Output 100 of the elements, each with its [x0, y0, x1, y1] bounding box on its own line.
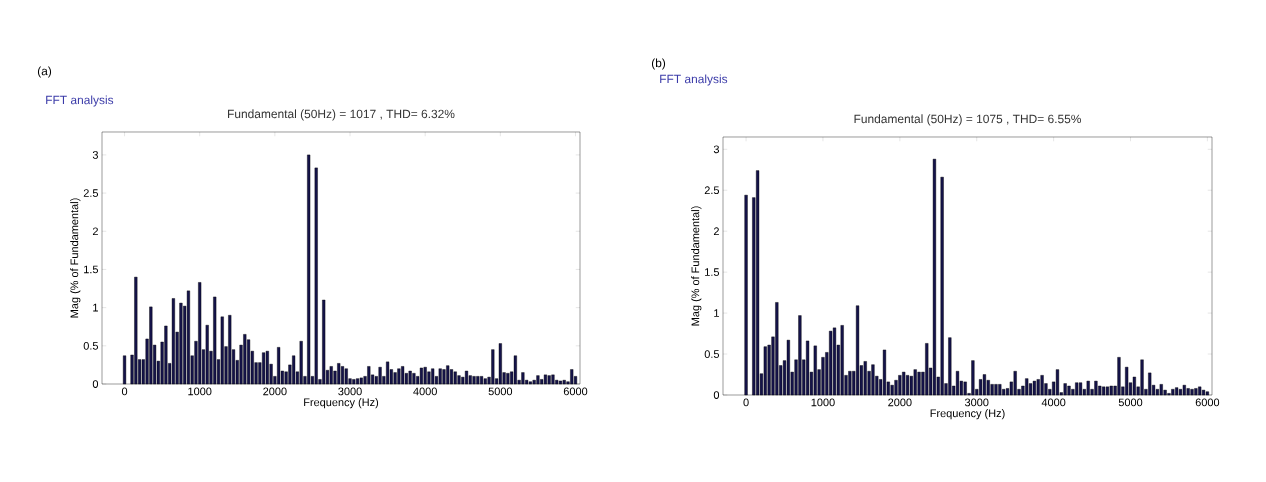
bar — [186, 290, 190, 385]
bar — [917, 371, 921, 396]
bar — [344, 368, 348, 385]
bar — [164, 325, 168, 385]
bar — [1105, 386, 1110, 396]
bar — [506, 373, 510, 385]
bar — [971, 360, 975, 396]
bar — [1175, 387, 1179, 396]
bar — [322, 299, 326, 385]
bar — [419, 367, 423, 385]
bar — [1194, 388, 1198, 396]
bar — [314, 167, 318, 385]
bar — [299, 341, 303, 385]
bar — [982, 374, 987, 396]
bar — [1190, 389, 1194, 396]
bar — [408, 370, 412, 385]
bar — [292, 355, 296, 385]
bar — [378, 367, 382, 385]
bar — [932, 158, 937, 396]
bar — [521, 372, 525, 385]
bar — [1086, 380, 1090, 396]
x-tick-label: 6000 — [563, 387, 588, 396]
bar — [1036, 379, 1040, 396]
bar — [855, 305, 860, 396]
bar — [340, 366, 345, 385]
bar — [228, 315, 232, 385]
x-tick-label: 2000 — [888, 398, 912, 407]
x-tick-label: 3000 — [964, 398, 989, 407]
bar — [1182, 384, 1186, 396]
bar — [1159, 384, 1163, 396]
bar — [1198, 386, 1202, 396]
bar — [786, 339, 790, 396]
bar — [840, 325, 844, 396]
bar — [498, 343, 502, 385]
y-tick-label: 1.5 — [705, 268, 720, 276]
y-tick-label: 3 — [713, 145, 719, 154]
bar — [547, 375, 551, 385]
bar — [149, 306, 153, 385]
bar — [352, 379, 356, 385]
bar — [813, 345, 817, 396]
y-tick-label: 2 — [713, 227, 719, 236]
text: FFT analysis — [660, 74, 728, 86]
y-tick-label: 2.5 — [83, 189, 99, 197]
y-tick-label: 2.5 — [704, 186, 720, 195]
bar — [543, 374, 547, 385]
y-axis-title: Mag (% of Fundamental) — [70, 198, 81, 318]
chart-title: Fundamental (50Hz) = 1017 , THD= 6.32% — [228, 109, 455, 121]
bar — [1055, 369, 1060, 396]
chart-title: Fundamental (50Hz) = 1075 , THD= 6.55% — [854, 114, 1082, 126]
bar — [171, 298, 175, 385]
bar — [775, 302, 779, 396]
x-tick-label: 5000 — [1118, 398, 1143, 407]
bar — [412, 373, 416, 385]
bar — [551, 374, 555, 385]
bar — [756, 170, 760, 396]
bar — [1178, 389, 1183, 396]
bar — [902, 371, 906, 396]
bar — [1067, 385, 1071, 396]
bar — [453, 371, 457, 385]
text: (a) — [37, 66, 52, 78]
bar — [990, 384, 994, 396]
bar — [1132, 376, 1136, 396]
bar — [1186, 388, 1190, 396]
bar — [994, 384, 998, 396]
y-tick-label: 1 — [93, 303, 98, 312]
x-axis-title: Frequency (Hz) — [930, 409, 1005, 420]
bar — [329, 366, 333, 385]
bar — [998, 384, 1002, 396]
y-tick-label: 1.5 — [84, 265, 99, 274]
x-tick-label: 6000 — [1195, 398, 1220, 407]
bar — [198, 282, 202, 385]
x-tick-label: 4000 — [413, 387, 437, 396]
bar — [832, 327, 837, 396]
bar — [1125, 366, 1129, 396]
bar — [476, 376, 480, 385]
bar — [558, 380, 563, 385]
bar — [905, 375, 910, 396]
bar — [871, 364, 875, 396]
y-tick-label: 3 — [92, 151, 98, 159]
bar — [457, 375, 461, 385]
bar — [243, 334, 247, 385]
bar — [1148, 372, 1152, 396]
y-axis-title: Mag (% of Fundamental) — [691, 206, 702, 326]
bar — [882, 349, 887, 396]
x-tick-label: 1000 — [188, 387, 212, 396]
bar — [1117, 357, 1121, 396]
y-tick-label: 2 — [92, 227, 98, 236]
bar — [1094, 380, 1098, 396]
y-tick-label: 0.5 — [83, 341, 99, 350]
bar — [890, 384, 894, 396]
bar — [1063, 383, 1067, 396]
bar — [220, 316, 224, 385]
bar — [446, 365, 450, 385]
y-tick-label: 1 — [714, 309, 719, 317]
x-tick-label: 3000 — [338, 387, 362, 396]
bar — [955, 371, 960, 396]
bar — [536, 375, 540, 385]
bar — [798, 315, 802, 396]
bar — [1140, 359, 1144, 396]
bar — [570, 369, 574, 385]
